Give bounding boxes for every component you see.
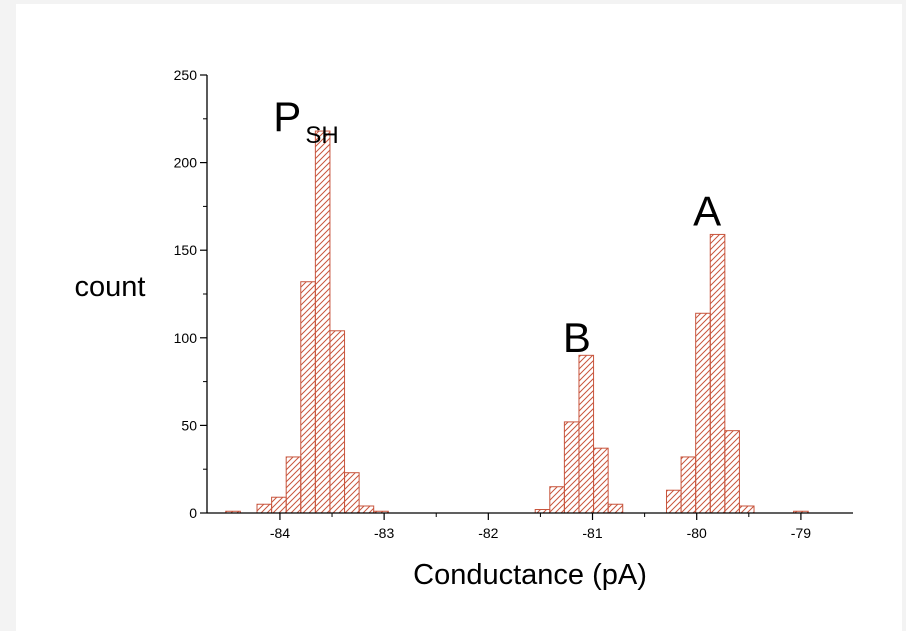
histogram-bar: [680, 456, 697, 514]
histogram-bar: [738, 505, 755, 514]
x-tick-label: -81: [582, 525, 602, 541]
histogram-bar: [300, 281, 316, 514]
chart-panel: [16, 4, 902, 631]
peak-label-psh: P SH: [273, 93, 338, 149]
histogram-bar: [358, 505, 375, 514]
histogram-bar: [695, 312, 711, 514]
x-tick-label: -84: [270, 525, 290, 541]
y-tick-label: 0: [189, 505, 197, 521]
x-tick-label: -83: [374, 525, 394, 541]
histogram-bar: [271, 496, 287, 514]
histogram-bar: [709, 233, 726, 514]
histogram-bar: [329, 330, 346, 514]
histogram-bar: [256, 503, 273, 514]
peak-label-subscript: SH: [305, 122, 338, 149]
histogram-bar: [593, 447, 609, 514]
x-tick-label: -82: [478, 525, 498, 541]
y-tick-label: 50: [181, 417, 197, 433]
y-tick-label: 250: [174, 67, 198, 83]
y-tick-label: 100: [174, 330, 198, 346]
bars-group: [225, 130, 809, 514]
histogram-bar: [578, 354, 595, 514]
histogram-bar: [724, 430, 740, 514]
histogram-bar: [563, 421, 580, 514]
y-tick-label: 150: [174, 242, 198, 258]
histogram-bar: [607, 503, 624, 514]
histogram-bar: [314, 130, 331, 514]
histogram-bar: [285, 456, 302, 514]
histogram-bar: [665, 489, 682, 514]
peak-label-a: A: [693, 188, 721, 235]
peak-annotations: P SH B A: [273, 93, 721, 361]
x-tick-label: -80: [687, 525, 707, 541]
histogram-bar: [344, 472, 360, 514]
y-axis-title: count: [75, 271, 146, 303]
x-tick-label: -79: [791, 525, 811, 541]
histogram-bar: [549, 486, 565, 514]
ticks-group: -84 -83 -82 -81 -80 -79 0 50 100 150 200 250: [174, 67, 812, 541]
peak-label-b: B: [563, 314, 591, 361]
y-tick-label: 200: [174, 155, 198, 171]
x-axis-title: Conductance (pA): [413, 559, 647, 591]
